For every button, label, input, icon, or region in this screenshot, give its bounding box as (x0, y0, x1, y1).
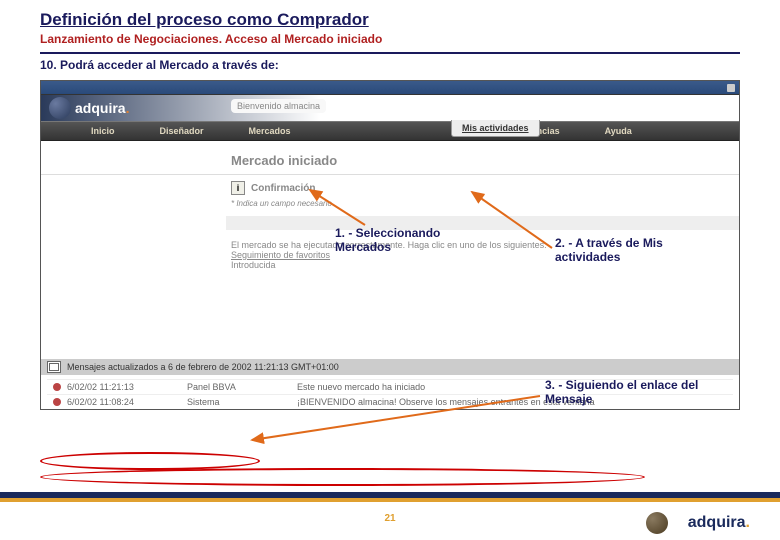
slide-title: Definición del proceso como Comprador (40, 10, 740, 30)
footer-band-accent (0, 498, 780, 502)
step-text: 10. Podrá acceder al Mercado a través de… (40, 58, 740, 72)
window-control-icon (727, 84, 735, 92)
cell-who: Sistema (187, 397, 297, 407)
footer-globe-icon (646, 512, 668, 534)
nav-ayuda[interactable]: Ayuda (605, 126, 632, 136)
welcome-text: Bienvenido almacina (231, 99, 326, 113)
breadcrumb (41, 141, 739, 149)
nav-mercados[interactable]: Mercados (249, 126, 291, 136)
mail-icon (47, 361, 61, 373)
annotation-2: 2. - A través de Mis actividades (555, 236, 715, 264)
info-icon: i (231, 181, 245, 195)
globe-icon (49, 97, 71, 119)
section-title: Mercado iniciado (41, 149, 739, 175)
app-logo: adquira. (75, 100, 129, 116)
cell-date: 6/02/02 11:21:13 (67, 382, 187, 392)
confirmation-label: Confirmación (251, 183, 315, 194)
navbar: Inicio Diseñador Mercados Mis actividade… (41, 121, 739, 141)
messages-bar: Mensajes actualizados a 6 de febrero de … (41, 359, 739, 375)
highlight-ellipse-1 (40, 452, 260, 470)
separator-bar (226, 216, 739, 230)
footer-logo: adquira. (688, 514, 750, 532)
slide-subtitle: Lanzamiento de Negociaciones. Acceso al … (40, 32, 740, 46)
bullet-icon (53, 383, 61, 391)
window-titlebar (41, 81, 739, 95)
annotation-1: 1. - Seleccionando Mercados (335, 226, 475, 254)
nav-disenador[interactable]: Diseñador (160, 126, 204, 136)
annotation-3: 3. - Siguiendo el enlace del Mensaje (545, 378, 705, 406)
nav-inicio[interactable]: Inicio (91, 126, 115, 136)
highlight-ellipse-2 (40, 468, 645, 486)
messages-bar-text: Mensajes actualizados a 6 de febrero de … (67, 362, 339, 372)
confirmation-row: i Confirmación (41, 175, 739, 197)
bullet-icon (53, 398, 61, 406)
app-header: adquira. Bienvenido almacina (41, 95, 739, 121)
page-number: 21 (384, 513, 395, 524)
cell-date: 6/02/02 11:08:24 (67, 397, 187, 407)
required-note: * Indica un campo necesario (41, 197, 739, 216)
cell-who: Panel BBVA (187, 382, 297, 392)
nav-mis-actividades[interactable]: Mis actividades (451, 120, 540, 137)
divider (40, 52, 740, 54)
